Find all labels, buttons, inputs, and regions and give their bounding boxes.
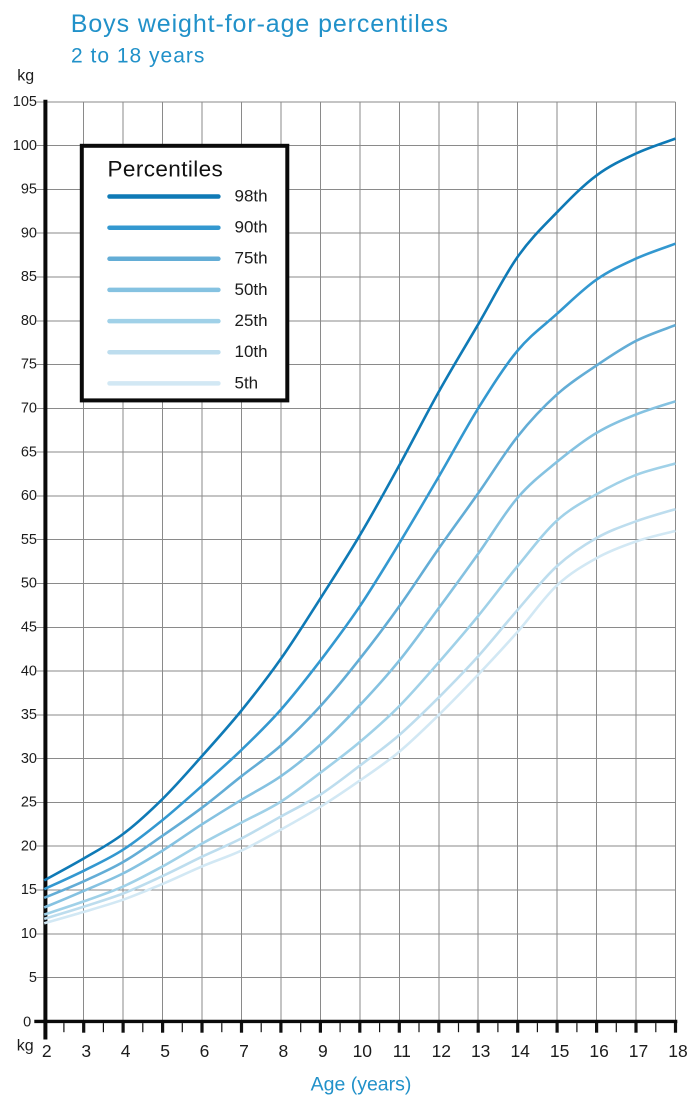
svg-text:100: 100 (13, 138, 37, 154)
svg-text:8: 8 (279, 1041, 289, 1061)
svg-text:90th: 90th (235, 218, 268, 237)
svg-text:75: 75 (21, 357, 37, 373)
svg-text:75th: 75th (235, 249, 268, 268)
svg-text:70: 70 (21, 401, 37, 417)
svg-text:Boys weight-for-age percentile: Boys weight-for-age percentiles (71, 10, 449, 38)
svg-text:10: 10 (353, 1041, 373, 1061)
svg-text:2 to 18 years: 2 to 18 years (71, 45, 205, 68)
svg-text:Age (years): Age (years) (311, 1073, 412, 1095)
svg-text:5: 5 (160, 1041, 170, 1061)
svg-text:14: 14 (510, 1041, 530, 1061)
svg-text:15: 15 (550, 1041, 569, 1061)
svg-text:15: 15 (21, 882, 37, 898)
svg-text:55: 55 (21, 532, 37, 548)
svg-text:25th: 25th (235, 311, 268, 330)
svg-text:20: 20 (21, 838, 37, 854)
svg-text:12: 12 (432, 1041, 451, 1061)
svg-text:35: 35 (21, 707, 37, 723)
svg-text:85: 85 (21, 269, 37, 285)
svg-text:30: 30 (21, 751, 37, 767)
svg-text:80: 80 (21, 313, 37, 329)
svg-text:10th: 10th (235, 342, 268, 361)
svg-text:98th: 98th (235, 186, 268, 205)
svg-text:25: 25 (21, 795, 37, 811)
svg-text:5: 5 (29, 970, 37, 986)
svg-text:11: 11 (393, 1041, 411, 1061)
svg-text:16: 16 (589, 1041, 608, 1061)
svg-text:10: 10 (21, 926, 37, 942)
svg-text:17: 17 (629, 1041, 648, 1061)
svg-text:60: 60 (21, 488, 37, 504)
svg-text:90: 90 (21, 225, 37, 241)
svg-text:6: 6 (200, 1041, 210, 1061)
svg-text:105: 105 (13, 94, 37, 110)
svg-text:7: 7 (239, 1041, 249, 1061)
svg-text:kg: kg (17, 68, 34, 85)
svg-text:18: 18 (668, 1041, 687, 1061)
svg-text:40: 40 (21, 663, 37, 679)
svg-text:95: 95 (21, 182, 37, 198)
svg-text:45: 45 (21, 620, 37, 636)
svg-text:2: 2 (42, 1041, 52, 1061)
svg-text:4: 4 (121, 1041, 131, 1061)
svg-text:5th: 5th (235, 373, 259, 392)
svg-text:Percentiles: Percentiles (108, 156, 224, 181)
svg-text:50: 50 (21, 576, 37, 592)
svg-text:9: 9 (318, 1041, 328, 1061)
svg-text:3: 3 (81, 1041, 91, 1061)
svg-text:13: 13 (471, 1041, 490, 1061)
svg-text:50th: 50th (235, 280, 268, 299)
svg-text:65: 65 (21, 444, 37, 460)
svg-text:kg: kg (17, 1038, 34, 1055)
svg-text:0: 0 (23, 1015, 31, 1031)
